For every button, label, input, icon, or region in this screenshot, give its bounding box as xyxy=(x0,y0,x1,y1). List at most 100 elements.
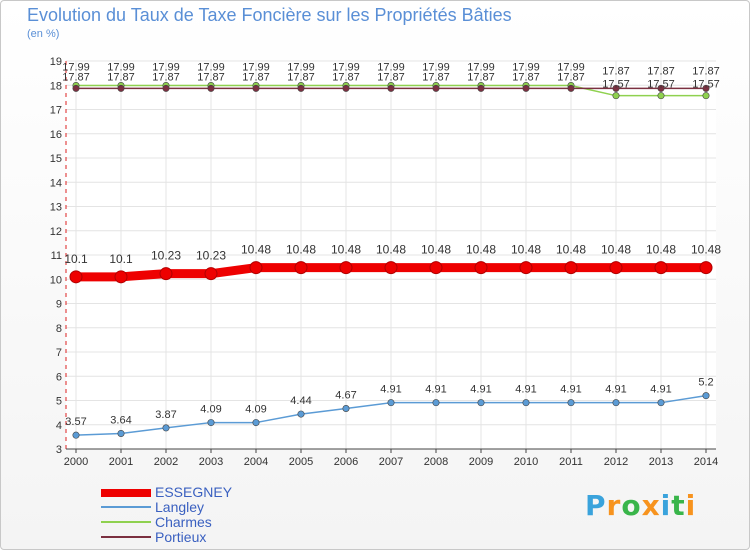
data-label-portieux: 17.87 xyxy=(332,71,360,83)
data-label-essegney: 10.1 xyxy=(109,252,133,266)
data-point-essegney xyxy=(204,267,218,281)
legend-label: ESSEGNEY xyxy=(155,484,233,500)
data-label-langley: 4.91 xyxy=(470,384,491,396)
data-label-portieux: 17.87 xyxy=(647,65,675,77)
data-label-charmes: 17.99 xyxy=(152,61,180,73)
data-point-portieux xyxy=(657,84,665,92)
logo-letter: t xyxy=(671,489,686,522)
data-label-langley: 4.91 xyxy=(515,384,536,396)
data-label-langley: 4.44 xyxy=(290,395,311,407)
x-tick-label: 2007 xyxy=(379,456,403,468)
data-label-charmes: 17.99 xyxy=(467,61,495,73)
data-label-charmes: 17.99 xyxy=(332,61,360,73)
y-tick-label: 14 xyxy=(50,177,62,189)
y-tick-label: 13 xyxy=(50,202,62,214)
x-tick-label: 2012 xyxy=(604,456,628,468)
data-point-langley xyxy=(657,399,665,407)
data-label-langley: 4.09 xyxy=(245,404,266,416)
logo-letter: r xyxy=(606,489,622,522)
data-label-langley: 4.67 xyxy=(335,390,356,402)
data-point-portieux xyxy=(162,84,170,92)
y-tick-label: 15 xyxy=(50,153,62,165)
data-point-essegney xyxy=(249,261,263,275)
data-point-langley xyxy=(522,399,530,407)
data-label-portieux: 17.87 xyxy=(692,65,720,77)
data-point-langley xyxy=(567,399,575,407)
data-point-portieux xyxy=(477,84,485,92)
data-point-portieux xyxy=(72,84,80,92)
data-label-langley: 4.91 xyxy=(560,384,581,396)
data-point-portieux xyxy=(252,84,260,92)
legend-swatch xyxy=(101,506,151,508)
data-label-langley: 4.91 xyxy=(425,384,446,396)
data-point-langley xyxy=(477,399,485,407)
data-point-langley xyxy=(207,419,215,427)
legend-item-portieux: Portieux xyxy=(101,529,321,545)
x-tick-label: 2010 xyxy=(514,456,538,468)
legend-item-langley: Langley xyxy=(101,499,321,515)
data-point-langley xyxy=(432,399,440,407)
data-label-charmes: 17.99 xyxy=(422,61,450,73)
data-label-portieux: 17.87 xyxy=(62,71,90,83)
data-label-langley: 3.87 xyxy=(155,409,176,421)
data-label-portieux: 17.87 xyxy=(602,65,630,77)
legend-label: Portieux xyxy=(155,529,207,545)
data-point-essegney xyxy=(114,270,128,284)
data-label-essegney: 10.48 xyxy=(511,243,541,257)
x-tick-label: 2001 xyxy=(109,456,133,468)
data-label-portieux: 17.87 xyxy=(557,71,585,83)
y-tick-label: 9 xyxy=(56,299,62,311)
y-tick-label: 18 xyxy=(50,80,62,92)
data-point-essegney xyxy=(699,261,713,275)
data-label-langley: 3.64 xyxy=(110,414,131,426)
data-point-portieux xyxy=(342,84,350,92)
data-label-essegney: 10.1 xyxy=(64,252,88,266)
data-point-charmes xyxy=(657,92,665,100)
data-point-portieux xyxy=(207,84,215,92)
x-tick-label: 2008 xyxy=(424,456,448,468)
data-point-essegney xyxy=(339,261,353,275)
data-label-charmes: 17.57 xyxy=(647,79,675,91)
proxiti-logo: Proxiti xyxy=(585,489,696,522)
data-point-langley xyxy=(702,392,710,400)
legend-swatch xyxy=(101,521,151,523)
y-tick-label: 12 xyxy=(50,226,62,238)
data-point-essegney xyxy=(654,261,668,275)
data-label-charmes: 17.99 xyxy=(557,61,585,73)
data-label-langley: 3.57 xyxy=(65,416,86,428)
data-label-portieux: 17.87 xyxy=(377,71,405,83)
x-tick-label: 2002 xyxy=(154,456,178,468)
data-label-portieux: 17.87 xyxy=(152,71,180,83)
y-tick-label: 4 xyxy=(56,420,62,432)
x-tick-label: 2004 xyxy=(244,456,268,468)
data-label-charmes: 17.99 xyxy=(242,61,270,73)
x-tick-label: 2014 xyxy=(694,456,718,468)
x-tick-label: 2003 xyxy=(199,456,223,468)
data-point-portieux xyxy=(612,84,620,92)
data-label-langley: 4.91 xyxy=(380,384,401,396)
data-point-langley xyxy=(252,419,260,427)
data-label-essegney: 10.48 xyxy=(376,243,406,257)
legend-swatch xyxy=(101,536,151,538)
data-label-essegney: 10.48 xyxy=(691,243,721,257)
y-tick-label: 19 xyxy=(50,56,62,68)
data-point-portieux xyxy=(297,84,305,92)
y-tick-label: 16 xyxy=(50,129,62,141)
y-tick-label: 5 xyxy=(56,396,62,408)
data-label-essegney: 10.48 xyxy=(241,243,271,257)
data-label-essegney: 10.23 xyxy=(151,249,181,263)
data-label-portieux: 17.87 xyxy=(242,71,270,83)
data-point-essegney xyxy=(519,261,533,275)
data-label-essegney: 10.48 xyxy=(601,243,631,257)
unit-label: (en %) xyxy=(27,28,60,40)
data-point-essegney xyxy=(609,261,623,275)
data-point-langley xyxy=(162,424,170,432)
data-label-essegney: 10.48 xyxy=(556,243,586,257)
data-point-langley xyxy=(297,410,305,418)
legend-item-essegney: ESSEGNEY xyxy=(101,484,321,500)
data-label-charmes: 17.99 xyxy=(107,61,135,73)
x-tick-label: 2000 xyxy=(64,456,88,468)
data-point-portieux xyxy=(522,84,530,92)
y-tick-label: 7 xyxy=(56,347,62,359)
data-label-portieux: 17.87 xyxy=(197,71,225,83)
